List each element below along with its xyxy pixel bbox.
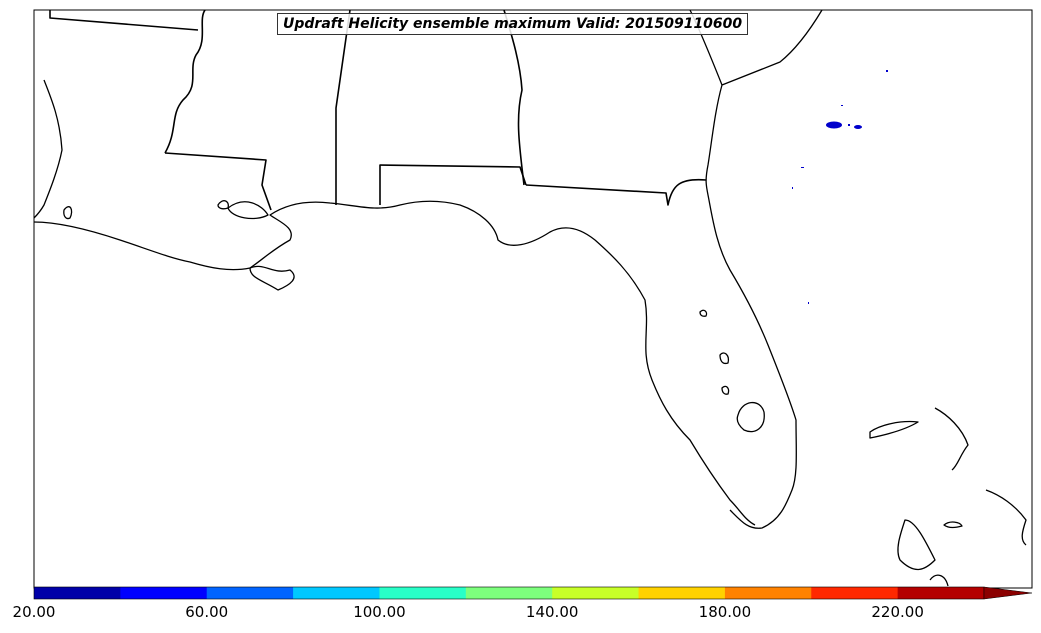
- lake-pontchartrain: [227, 201, 269, 220]
- map-title: Updraft Helicity ensemble maximum Valid:…: [277, 13, 749, 35]
- helicity-blob-6: [792, 187, 793, 189]
- lake-small-fl-1: [719, 352, 730, 365]
- cuba-fragment: [897, 519, 936, 571]
- lake-small-fl-2: [721, 385, 730, 395]
- helicity-blob-3: [886, 70, 888, 72]
- colorbar-segment: [120, 587, 208, 599]
- colorbar-tick-label: 220.00: [871, 603, 924, 621]
- colorbar-tick-label: 140.00: [525, 603, 579, 621]
- state-boundary-ms-al: [164, 152, 272, 211]
- coastline-gulf: [33, 200, 756, 526]
- coastline-la-delta: [249, 265, 295, 291]
- colorbar: [33, 586, 1033, 600]
- colorbar-segment: [638, 587, 726, 599]
- coastline-atlantic: [689, 9, 823, 529]
- colorbar-tick-label: 100.00: [353, 603, 406, 621]
- state-boundary-ga-fl: [525, 178, 707, 206]
- lake-okeechobee: [736, 401, 765, 433]
- helicity-blob-7: [808, 302, 809, 304]
- bahamas-eleuthera: [934, 407, 969, 471]
- colorbar-segment: [293, 587, 380, 599]
- colorbar-tick-label: 20.00: [12, 603, 56, 621]
- helicity-blobs: [792, 70, 888, 304]
- colorbar-segment: [206, 587, 294, 599]
- helicity-blob-5: [801, 167, 804, 168]
- island-small-1: [943, 521, 963, 529]
- colorbar-segment: [897, 587, 985, 599]
- helicity-blob-8: [848, 124, 850, 126]
- colorbar-segment: [552, 587, 640, 599]
- lake-la-west: [63, 206, 73, 220]
- bahamas-andros: [869, 420, 919, 439]
- lake-small-fl-3: [699, 309, 708, 317]
- state-boundary-al-west: [335, 9, 351, 205]
- colorbar-segment: [724, 587, 812, 599]
- lake-small-la: [217, 200, 229, 210]
- state-boundary-louisiana-north: [49, 10, 199, 31]
- colorbar-extend-arrow: [983, 586, 1033, 600]
- colorbar-tick-label: 60.00: [185, 603, 229, 621]
- map-border: [33, 9, 1033, 589]
- helicity-blob-4: [841, 105, 843, 106]
- colorbar-tick-label: 180.00: [698, 603, 752, 621]
- helicity-blob-1: [826, 121, 842, 129]
- colorbar-segment: [34, 587, 121, 599]
- island-small-2: [929, 574, 949, 587]
- bahamas-abaco: [985, 489, 1027, 546]
- colorbar-segment: [379, 587, 467, 599]
- colorbar-segment: [465, 587, 553, 599]
- state-boundary-mississippi-river: [164, 9, 206, 154]
- colorbar-segment: [811, 587, 899, 599]
- coastline-la-west: [33, 79, 63, 219]
- helicity-blob-2: [854, 125, 862, 129]
